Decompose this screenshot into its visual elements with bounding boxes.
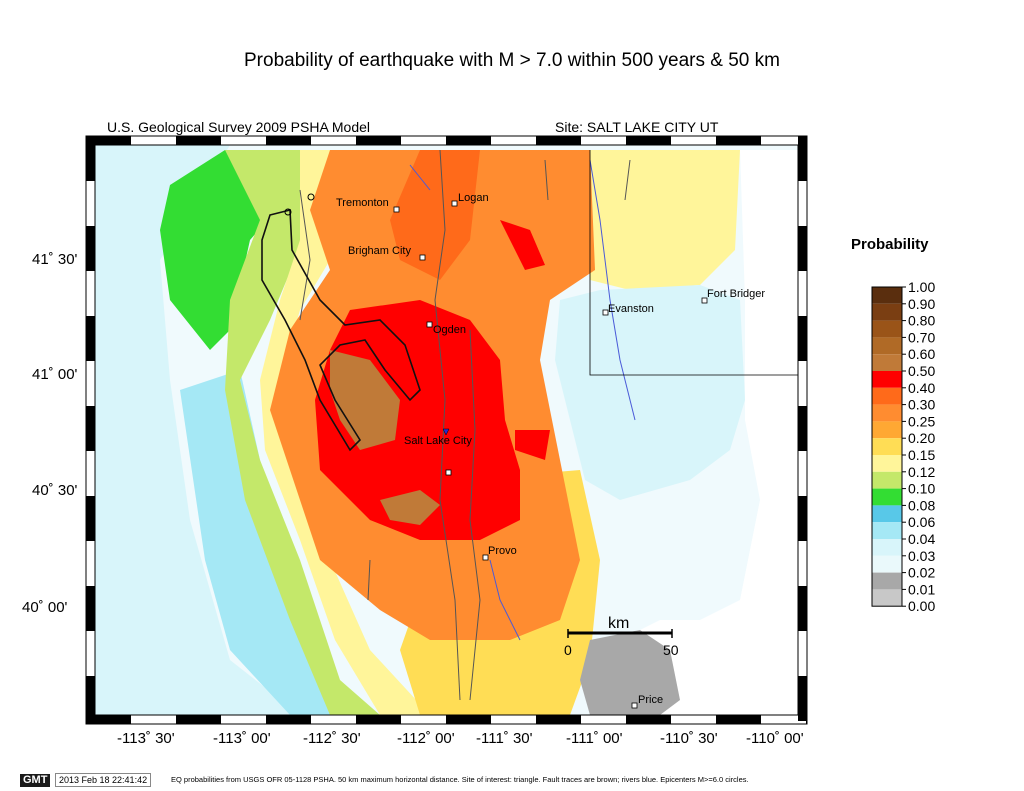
map-frame xyxy=(86,136,807,724)
legend-label: 0.50 xyxy=(908,363,935,379)
legend-swatch xyxy=(872,320,902,338)
city-brigham-city: Brigham City xyxy=(348,245,426,261)
legend-label: 0.20 xyxy=(908,430,935,446)
city-salt-lake-city: Salt Lake City xyxy=(404,428,472,476)
city-provo: Provo xyxy=(482,545,517,561)
lon-label: -111˚ 30' xyxy=(476,730,533,747)
legend-label: 0.08 xyxy=(908,497,935,513)
timestamp: 2013 Feb 18 22:41:42 xyxy=(55,773,152,787)
legend-label: 1.00 xyxy=(908,279,935,295)
legend-swatch xyxy=(872,455,902,472)
legend-label: 0.25 xyxy=(908,413,935,429)
legend-label: 0.40 xyxy=(908,380,935,396)
lat-label: 40˚ 30' xyxy=(32,482,78,499)
scale-start: 0 xyxy=(564,642,572,658)
legend-label: 0.04 xyxy=(908,531,935,547)
svg-text:Logan: Logan xyxy=(458,192,489,204)
legend-swatch xyxy=(872,404,902,422)
legend-title: Probability xyxy=(851,236,929,253)
lon-label: -113˚ 30' xyxy=(117,730,175,747)
lat-label: 41˚ 00' xyxy=(32,366,78,383)
legend-label: 0.30 xyxy=(908,397,935,413)
svg-text:Brigham City: Brigham City xyxy=(348,245,411,257)
svg-text:Tremonton: Tremonton xyxy=(336,197,389,209)
lon-label: -111˚ 00' xyxy=(566,730,623,747)
map-surface xyxy=(95,145,798,715)
legend-swatch xyxy=(872,337,902,355)
legend-label: 0.00 xyxy=(908,598,935,614)
lon-label: -112˚ 00' xyxy=(397,730,455,747)
map-title: Probability of earthquake with M > 7.0 w… xyxy=(244,50,780,71)
city-logan: Logan xyxy=(451,192,489,207)
city-evanston: Evanston xyxy=(602,303,654,316)
legend-label: 0.06 xyxy=(908,514,935,530)
legend-swatch xyxy=(872,471,902,489)
gmt-logo: GMT xyxy=(20,774,51,787)
svg-text:Price: Price xyxy=(638,694,663,706)
legend-label: 0.60 xyxy=(908,346,935,362)
city-ogden: Ogden xyxy=(426,321,466,336)
legend-swatch xyxy=(872,522,902,539)
model-label: U.S. Geological Survey 2009 PSHA Model xyxy=(107,119,371,135)
legend-swatch xyxy=(872,421,902,439)
scale-bar: km 0 50 xyxy=(564,615,679,658)
legend-label: 0.12 xyxy=(908,464,935,480)
lat-label: 41˚ 30' xyxy=(32,251,78,268)
svg-text:Fort Bridger: Fort Bridger xyxy=(707,288,765,300)
legend-swatch xyxy=(872,488,902,506)
site-label: Site: SALT LAKE CITY UT xyxy=(555,119,719,135)
legend-swatch xyxy=(872,572,902,590)
scale-unit: km xyxy=(608,615,629,632)
legend-swatch xyxy=(872,589,902,607)
svg-text:Provo: Provo xyxy=(488,545,517,557)
legend-swatch xyxy=(872,555,902,573)
legend-label: 0.90 xyxy=(908,296,935,312)
lon-label: -110˚ 00' xyxy=(746,730,804,747)
legend-swatch xyxy=(872,387,902,405)
legend-swatch xyxy=(872,505,902,523)
svg-text:Ogden: Ogden xyxy=(433,324,466,336)
city-fort-bridger: Fort Bridger xyxy=(701,288,765,304)
legend-label: 0.10 xyxy=(908,481,935,497)
legend-label: 0.03 xyxy=(908,548,935,564)
svg-text:Evanston: Evanston xyxy=(608,303,654,315)
lon-label: -113˚ 00' xyxy=(213,730,271,747)
legend-label: 0.15 xyxy=(908,447,935,463)
legend-swatch xyxy=(872,539,902,556)
legend-label: 0.01 xyxy=(908,581,935,597)
probability-legend: 1.000.900.800.700.600.500.400.300.250.20… xyxy=(871,279,935,614)
legend-label: 0.80 xyxy=(908,313,935,329)
scale-end: 50 xyxy=(663,642,679,658)
city-tremonton: Tremonton xyxy=(336,197,400,213)
lat-label: 40˚ 00' xyxy=(22,599,68,616)
legend-swatch xyxy=(872,438,902,455)
legend-swatch xyxy=(872,354,902,371)
legend-swatch xyxy=(872,287,902,304)
legend-label: 0.02 xyxy=(908,565,935,581)
map-caption: EQ probabilities from USGS OFR 05-1128 P… xyxy=(171,775,749,784)
svg-text:Salt Lake City: Salt Lake City xyxy=(404,435,472,447)
legend-swatch xyxy=(872,371,902,388)
legend-swatch xyxy=(872,303,902,321)
lon-label: -110˚ 30' xyxy=(660,730,718,747)
lon-label: -112˚ 30' xyxy=(303,730,361,747)
legend-label: 0.70 xyxy=(908,329,935,345)
city-price: Price xyxy=(631,694,663,709)
